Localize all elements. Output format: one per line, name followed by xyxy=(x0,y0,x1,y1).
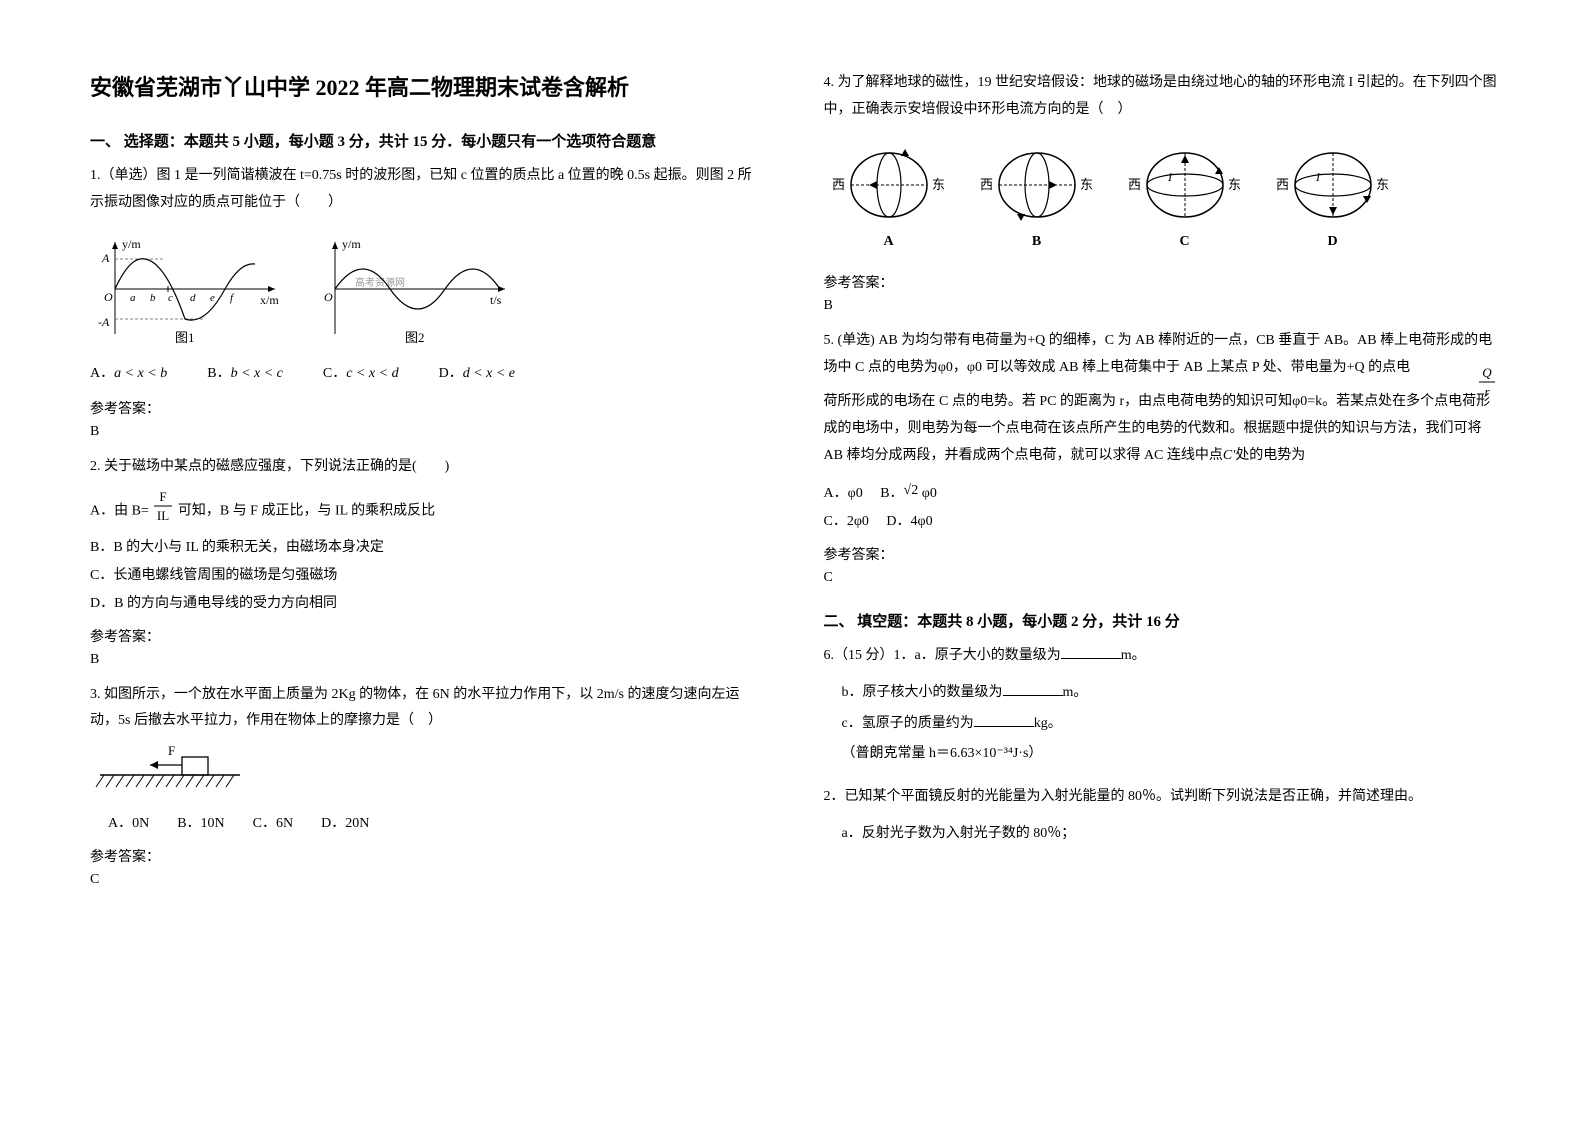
q1-options: A．a < x < b B．b < x < c C．c < x < d D．d … xyxy=(90,362,764,382)
svg-text:东: 东 xyxy=(1376,177,1389,192)
q5-optAB: A．φ0 B．√2 φ0 xyxy=(824,477,1498,508)
q4-stem: 4. 为了解释地球的磁性，19 世纪安培假设：地球的磁场是由绕过地心的轴的环形电… xyxy=(824,70,1498,123)
q3-figure: F xyxy=(90,743,764,806)
q1-answer-label: 参考答案： xyxy=(90,398,764,418)
svg-text:高考资源网: 高考资源网 xyxy=(355,276,405,289)
svg-text:西: 西 xyxy=(980,177,993,192)
q1-stem: 1.（单选）图 1 是一列简谐横波在 t=0.75s 时的波形图，已知 c 位置… xyxy=(90,163,764,216)
q3-answer: C xyxy=(90,872,764,888)
q3-stem: 3. 如图所示，一个放在水平面上质量为 2Kg 的物体，在 6N 的水平拉力作用… xyxy=(90,682,764,735)
q5-stem2: 荷所形成的电场在 C 点的电势。若 PC 的距离为 r，由点电荷电势的知识可知φ… xyxy=(824,389,1498,469)
blank xyxy=(1061,645,1121,659)
svg-text:I: I xyxy=(1167,170,1173,184)
q1-optC: C．c < x < d xyxy=(323,362,399,382)
q5-stem1: 5. (单选) AB 为均匀带有电荷量为+Q 的细棒，C 为 AB 棒附近的一点… xyxy=(824,328,1498,381)
q4-diag-C: 西 东 I C xyxy=(1120,145,1250,250)
q5-optCD: C．2φ0 D．4φ0 xyxy=(824,508,1498,536)
svg-text:西: 西 xyxy=(1128,177,1141,192)
svg-text:东: 东 xyxy=(1080,177,1093,192)
q3-choices: A．0N B．10N C．6N D．20N xyxy=(108,812,764,832)
q4-diag-B: 西 东 B xyxy=(972,145,1102,250)
svg-text:d: d xyxy=(190,292,196,304)
q4-answer: B xyxy=(824,298,1498,314)
svg-text:图2: 图2 xyxy=(405,330,425,344)
svg-text:c: c xyxy=(168,292,173,304)
q1-figure1: y/m x/m A -A O a b c d e f 图1 xyxy=(90,234,285,344)
q5-answer-label: 参考答案： xyxy=(824,544,1498,564)
svg-text:-A: -A xyxy=(98,315,110,329)
q2-answer-label: 参考答案： xyxy=(90,626,764,646)
svg-text:F: F xyxy=(168,743,175,758)
blank xyxy=(1003,682,1063,696)
fraction-icon: Q r xyxy=(1477,365,1497,410)
q1-optD: D．d < x < e xyxy=(439,362,515,382)
svg-text:东: 东 xyxy=(932,177,945,192)
svg-text:y/m: y/m xyxy=(342,237,361,251)
svg-text:f: f xyxy=(230,292,235,304)
page-title: 安徽省芜湖市丫山中学 2022 年高二物理期末试卷含解析 xyxy=(90,70,764,102)
svg-text:a: a xyxy=(130,292,136,304)
q2-optC: C．长通电螺线管周围的磁场是匀强磁场 xyxy=(90,562,764,590)
q6-1c: c．氢原子的质量约为kg。 xyxy=(842,709,1498,740)
q1-figures: y/m x/m A -A O a b c d e f 图1 y/m t/s O xyxy=(90,234,764,344)
q1-figure2: y/m t/s O 高考资源网 图2 xyxy=(315,234,515,344)
svg-text:y/m: y/m xyxy=(122,237,141,251)
q6-planck: （普朗克常量 h＝6.63×10⁻³⁴J·s） xyxy=(842,739,1498,770)
q2-optB: B．B 的大小与 IL 的乘积无关，由磁场本身决定 xyxy=(90,534,764,562)
svg-text:O: O xyxy=(104,290,113,304)
q4-diagrams: 西 东 A 西 东 B xyxy=(824,145,1498,250)
q4-answer-label: 参考答案： xyxy=(824,272,1498,292)
right-column: 4. 为了解释地球的磁性，19 世纪安培假设：地球的磁场是由绕过地心的轴的环形电… xyxy=(824,70,1498,1052)
q3-answer-label: 参考答案： xyxy=(90,846,764,866)
q2-stem: 2. 关于磁场中某点的磁感应强度，下列说法正确的是( ) xyxy=(90,454,764,481)
q1-answer: B xyxy=(90,424,764,440)
svg-text:e: e xyxy=(210,292,215,304)
q2-optA: A．由 B= F IL 可知，B 与 F 成正比，与 IL 的乘积成反比 xyxy=(90,489,764,534)
q5-answer: C xyxy=(824,570,1498,586)
svg-text:O: O xyxy=(324,290,333,304)
q2-answer: B xyxy=(90,652,764,668)
svg-text:b: b xyxy=(150,292,156,304)
section2-heading: 二、 填空题：本题共 8 小题，每小题 2 分，共计 16 分 xyxy=(824,610,1498,631)
q1-optA: A．a < x < b xyxy=(90,362,167,382)
q4-diag-A: 西 东 A xyxy=(824,145,954,250)
blank xyxy=(974,713,1034,727)
q4-diag-D: 西 东 I D xyxy=(1268,145,1398,250)
svg-text:Q: Q xyxy=(1482,365,1492,380)
svg-text:图1: 图1 xyxy=(175,330,195,344)
svg-text:IL: IL xyxy=(157,508,169,523)
svg-text:t/s: t/s xyxy=(490,293,502,307)
svg-text:西: 西 xyxy=(832,177,845,192)
q6-1b: b．原子核大小的数量级为m。 xyxy=(842,678,1498,709)
q6-1a: 6.（15 分）1．a．原子大小的数量级为m。 xyxy=(824,643,1498,670)
q6-2a: a．反射光子数为入射光子数的 80％； xyxy=(842,819,1498,850)
svg-text:西: 西 xyxy=(1276,177,1289,192)
q6-2: 2．已知某个平面镜反射的光能量为入射光能量的 80％。试判断下列说法是否正确，并… xyxy=(824,784,1498,811)
left-column: 安徽省芜湖市丫山中学 2022 年高二物理期末试卷含解析 一、 选择题：本题共 … xyxy=(90,70,764,1052)
svg-text:x/m: x/m xyxy=(260,293,279,307)
q2-optD: D．B 的方向与通电导线的受力方向相同 xyxy=(90,590,764,618)
svg-text:A: A xyxy=(101,251,110,265)
svg-text:r: r xyxy=(1484,384,1490,399)
svg-text:F: F xyxy=(160,489,167,504)
section1-heading: 一、 选择题：本题共 5 小题，每小题 3 分，共计 15 分．每小题只有一个选… xyxy=(90,130,764,151)
fraction-icon: F IL xyxy=(152,489,174,534)
q1-optB: B．b < x < c xyxy=(207,362,283,382)
svg-text:I: I xyxy=(1315,170,1321,184)
svg-text:东: 东 xyxy=(1228,177,1241,192)
